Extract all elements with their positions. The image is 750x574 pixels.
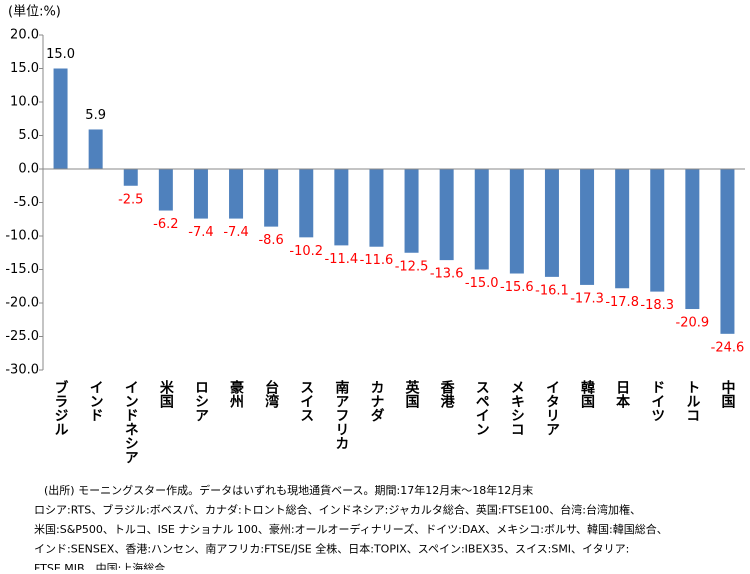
x-tick-label: 米国 <box>158 379 174 409</box>
y-tick-label: -15.0 <box>5 262 39 277</box>
x-tick-label: 南アフリカ <box>333 379 349 450</box>
bar <box>720 169 735 334</box>
value-label: -13.6 <box>430 267 464 282</box>
bar <box>369 169 384 247</box>
x-tick-label: 韓国 <box>579 379 595 409</box>
x-tick-label: 台湾 <box>263 379 279 409</box>
value-label: -7.4 <box>223 225 248 240</box>
bar <box>193 169 208 219</box>
bar <box>509 169 524 274</box>
bar <box>685 169 700 310</box>
bar <box>264 169 279 227</box>
value-label: 15.0 <box>46 47 75 62</box>
x-tick-label: カナダ <box>368 380 384 422</box>
x-tick-label: メキシコ <box>509 380 525 436</box>
bar <box>544 169 559 277</box>
y-tick-label: -20.0 <box>5 296 39 311</box>
x-tick-label: イタリア <box>544 380 560 436</box>
value-label: -16.1 <box>535 283 569 298</box>
bar <box>334 169 349 246</box>
value-label: -11.4 <box>325 252 359 267</box>
value-label: -17.8 <box>605 295 639 310</box>
value-label: -20.9 <box>676 316 710 331</box>
y-tick-label: 20.0 <box>10 28 39 43</box>
value-label: -11.6 <box>360 253 394 268</box>
x-tick-label: インド <box>88 380 104 422</box>
bar <box>439 169 454 261</box>
note: FTSE MIB、中国:上海総合 <box>34 561 165 570</box>
value-label: -6.2 <box>153 217 178 232</box>
value-label: 5.9 <box>85 108 106 123</box>
y-tick-label: 5.0 <box>18 128 39 143</box>
value-label: -12.5 <box>395 259 429 274</box>
value-label: -18.3 <box>640 298 674 313</box>
y-tick-label: 10.0 <box>10 95 39 110</box>
x-tick-label: 日本 <box>614 380 630 409</box>
bar <box>615 169 630 289</box>
note: インド:SENSEX、香港:ハンセン、南アフリカ:FTSE/JSE 全株、日本:… <box>34 542 629 556</box>
note: ロシア:RTS、ブラジル:ボベスパ、カナダ:トロント総合、インドネシア:ジャカル… <box>34 503 641 517</box>
x-tick-label: 香港 <box>439 379 456 409</box>
bar <box>580 169 595 285</box>
bar <box>123 169 138 186</box>
y-tick-label: -5.0 <box>14 195 39 210</box>
y-tick-label: 0.0 <box>18 162 39 177</box>
x-tick-label: スイス <box>298 380 314 422</box>
x-tick-label: ブラジル <box>53 379 69 436</box>
bar <box>299 169 314 238</box>
value-label: -15.0 <box>465 276 499 291</box>
bar <box>53 68 68 169</box>
bar <box>158 169 173 211</box>
x-tick-label: スペイン <box>474 380 490 436</box>
note: 米国:S&P500、トルコ、ISE ナショナル 100、豪州:オールオーディナリ… <box>34 522 668 536</box>
value-label: -15.6 <box>500 280 534 295</box>
value-label: -10.2 <box>289 244 323 259</box>
x-tick-label: トルコ <box>684 380 700 422</box>
x-tick-label: インドネシア <box>123 380 139 464</box>
unit-label: (単位:%) <box>8 4 61 20</box>
value-label: -24.6 <box>711 340 745 355</box>
value-label: -8.6 <box>258 233 283 248</box>
y-tick-label: 15.0 <box>10 61 39 76</box>
x-tick-label: ロシア <box>193 380 209 422</box>
value-label: -2.5 <box>118 192 143 207</box>
y-tick-label: -30.0 <box>5 363 39 378</box>
value-label: -17.3 <box>570 291 604 306</box>
y-tick-label: -25.0 <box>5 329 39 344</box>
bar <box>229 169 244 219</box>
x-tick-label: 英国 <box>404 379 421 409</box>
y-tick-label: -10.0 <box>5 229 39 244</box>
bar <box>650 169 665 292</box>
bar <box>88 129 103 169</box>
x-tick-label: ドイツ <box>649 380 665 422</box>
bar <box>404 169 419 253</box>
x-tick-label: 豪州 <box>228 379 245 409</box>
value-label: -7.4 <box>188 225 213 240</box>
note: (出所) モーニングスター作成。データはいずれも現地通貨ベース。期間:17年12… <box>44 483 533 497</box>
x-tick-label: 中国 <box>719 379 735 409</box>
bar <box>474 169 489 270</box>
